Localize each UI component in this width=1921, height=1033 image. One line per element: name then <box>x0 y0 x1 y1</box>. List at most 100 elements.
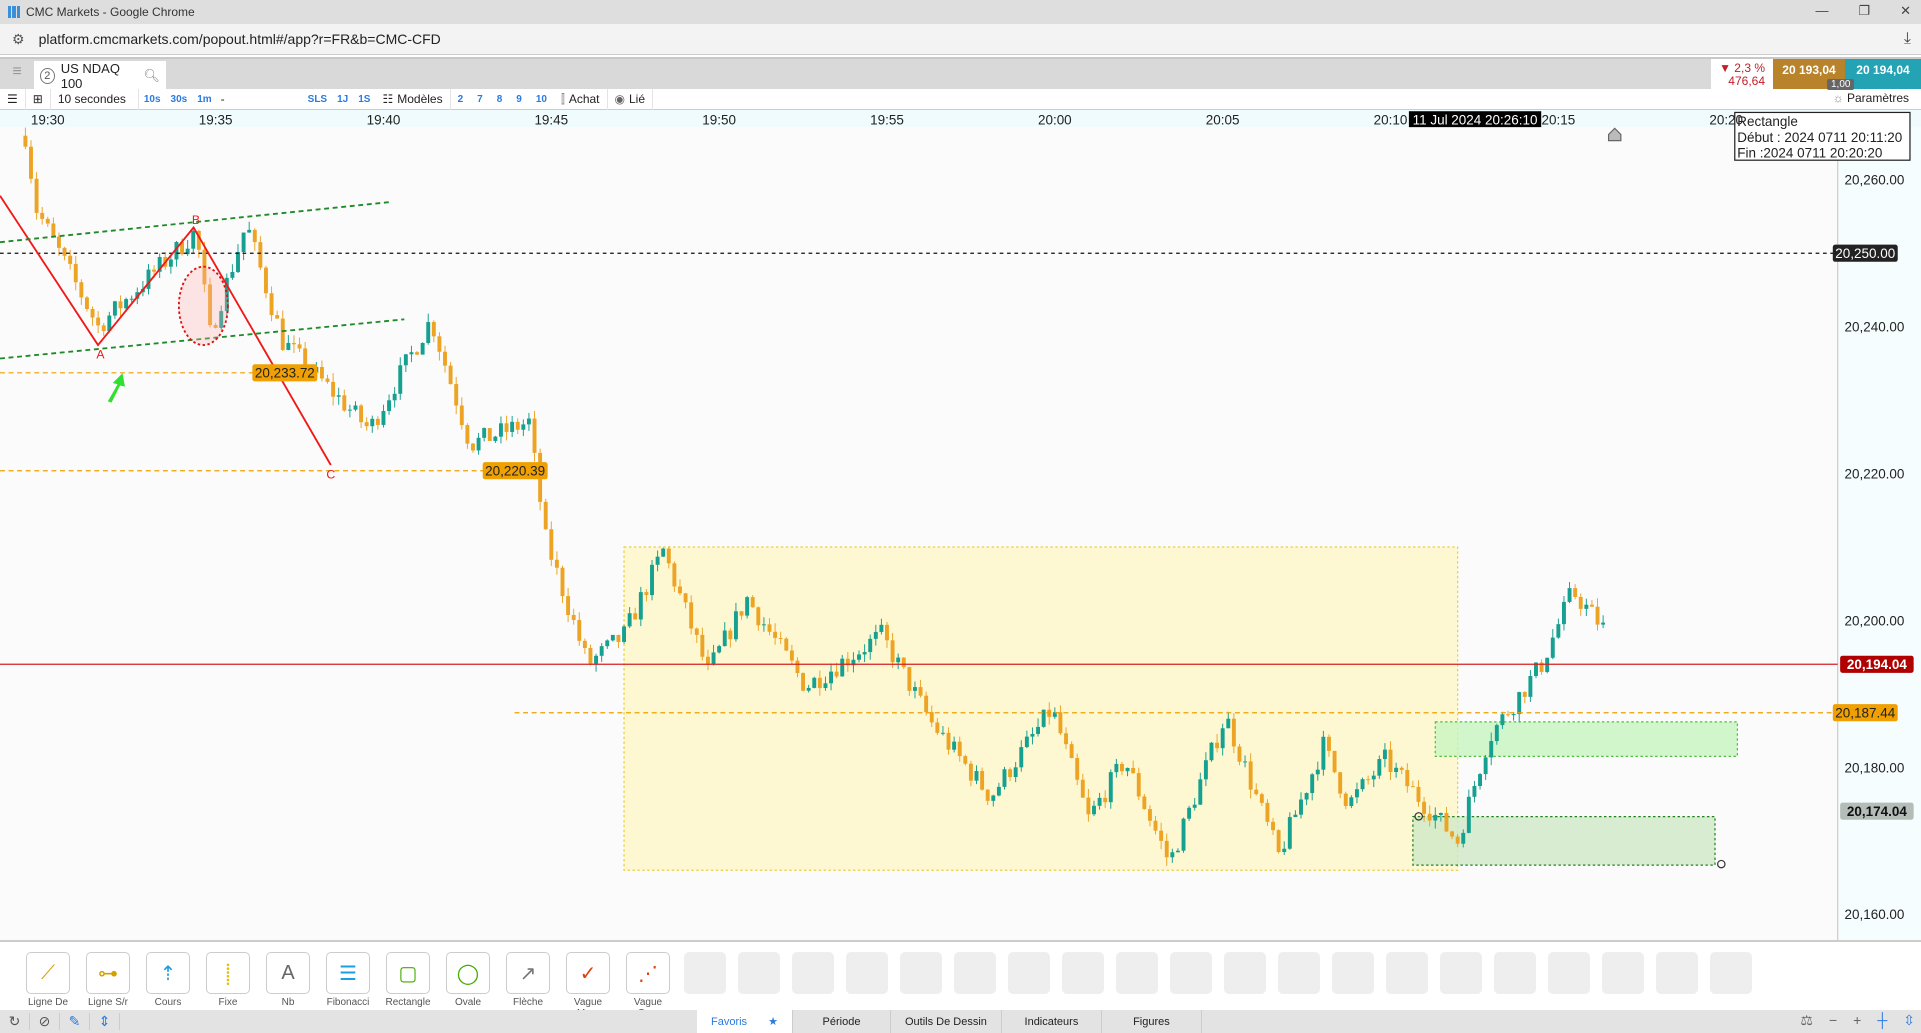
tab-favorites[interactable]: Favoris ★ <box>697 1010 793 1033</box>
empty-tool-slot[interactable] <box>792 952 834 994</box>
sort-icon[interactable]: ⇕ <box>90 1013 120 1030</box>
settings-button[interactable]: ☼ Paramètres <box>1833 91 1909 105</box>
sell-button[interactable]: 20 193,04 1,00 <box>1773 59 1855 91</box>
channel-upper-line[interactable] <box>0 200 393 244</box>
rectangle-handle[interactable] <box>1717 859 1726 869</box>
empty-tool-slot[interactable] <box>738 952 780 994</box>
candle <box>577 619 582 641</box>
tab-drawing-tools[interactable]: Outils De Dessin <box>891 1010 1002 1033</box>
candle <box>1483 757 1488 775</box>
empty-tool-slot[interactable] <box>1440 952 1482 994</box>
minimize-button[interactable]: — <box>1815 3 1829 18</box>
tool-ellipse[interactable]: ◯ Ovale <box>444 942 492 1010</box>
candle <box>795 660 800 674</box>
candle <box>174 241 179 260</box>
empty-tool-slot[interactable] <box>900 952 942 994</box>
candle <box>1159 830 1164 841</box>
empty-tool-slot[interactable] <box>954 952 996 994</box>
range-1s[interactable]: 1S <box>358 93 371 105</box>
tool-trend-line[interactable]: ⟋Ligne De ... <box>24 942 72 1019</box>
tool-horizontal-line[interactable]: ⊶ Ligne S/r <box>84 942 132 1010</box>
search-icon[interactable]: 🔍︎ <box>143 68 160 83</box>
tool-arrow[interactable]: ↗ Flèche <box>504 942 552 1010</box>
tab-indicators[interactable]: Indicateurs <box>1001 1010 1102 1033</box>
preset-9[interactable]: 9 <box>516 93 522 105</box>
instrument-tab[interactable]: 2 US NDAQ 100 🔍︎ <box>34 61 166 91</box>
highlight-ellipse[interactable] <box>177 265 229 346</box>
layout-icon[interactable]: ⊞ <box>26 88 51 110</box>
url-text[interactable]: platform.cmcmarkets.com/popout.html#/app… <box>38 31 441 47</box>
green-arrow-icon[interactable] <box>107 373 125 403</box>
preset-2[interactable]: 2 <box>457 93 464 105</box>
candle <box>247 229 252 233</box>
empty-tool-slot[interactable] <box>1548 952 1590 994</box>
empty-tool-slot[interactable] <box>1494 952 1536 994</box>
fit-icon[interactable]: ⇳ <box>1903 1012 1915 1028</box>
tool-fibonacci[interactable]: ☰ Fibonacci <box>324 942 372 1010</box>
empty-tool-slot[interactable] <box>1008 952 1050 994</box>
restore-button[interactable]: ❐ <box>1858 3 1871 18</box>
time-axis[interactable] <box>0 110 1921 128</box>
clear-icon[interactable]: ⊘ <box>30 1013 60 1030</box>
empty-tool-slot[interactable] <box>1602 952 1644 994</box>
zoom-in-icon[interactable]: + <box>1853 1012 1862 1028</box>
refresh-icon[interactable]: ↻ <box>0 1013 30 1030</box>
tab-period[interactable]: Période <box>793 1010 891 1033</box>
empty-tool-slot[interactable] <box>1386 952 1428 994</box>
preset-7[interactable]: 7 <box>477 93 483 105</box>
rectangle-handle[interactable] <box>1414 812 1423 821</box>
candle <box>29 146 33 179</box>
candle <box>890 640 895 663</box>
empty-tool-slot[interactable] <box>1224 952 1266 994</box>
interval-select[interactable]: 10 secondes <box>51 88 139 110</box>
linked-button[interactable]: ◉ Lié <box>608 88 653 110</box>
empty-tool-slot[interactable] <box>1710 952 1752 994</box>
tool-rectangle[interactable]: ▢ Rectangle <box>384 942 432 1010</box>
tab-figures[interactable]: Figures <box>1101 1010 1202 1033</box>
empty-tool-slot[interactable] <box>1170 952 1212 994</box>
pan-icon[interactable]: ⚖ <box>1800 1012 1813 1028</box>
interval-30s[interactable]: 30s <box>170 93 188 105</box>
tool-label: Nb <box>281 997 295 1008</box>
candle <box>650 564 654 596</box>
empty-tool-slot[interactable] <box>846 952 888 994</box>
address-bar[interactable]: ⚙ platform.cmcmarkets.com/popout.html#/a… <box>0 24 1921 55</box>
tool-vertical-line[interactable]: ⸽ Fixe <box>204 942 252 1010</box>
models-button[interactable]: ☷ Modèles <box>375 88 451 110</box>
abc-zigzag[interactable] <box>0 195 332 466</box>
preset-8[interactable]: 8 <box>496 93 503 105</box>
candle <box>1422 801 1427 814</box>
chart-type-button[interactable]: ⫿ Achat <box>554 88 608 110</box>
range-1j[interactable]: 1J <box>337 93 349 105</box>
empty-tool-slot[interactable] <box>1278 952 1320 994</box>
download-icon[interactable]: ⤓ <box>1903 30 1911 47</box>
menu-icon[interactable]: ≡ <box>12 63 22 80</box>
close-button[interactable]: ✕ <box>1900 3 1911 18</box>
candle <box>1192 804 1197 808</box>
tool-wave[interactable]: ✓Vague Mo... <box>564 942 612 1019</box>
candle <box>275 315 280 319</box>
empty-tool-slot[interactable] <box>1656 952 1698 994</box>
interval-dash[interactable]: - <box>220 92 225 106</box>
range-sls[interactable]: SLS <box>307 93 328 105</box>
pencil-icon[interactable]: ✎ <box>60 1013 90 1030</box>
empty-tool-slot[interactable] <box>1332 952 1374 994</box>
interval-1m[interactable]: 1m <box>197 93 212 105</box>
tool-price-range[interactable]: ⇡ Cours <box>144 942 192 1010</box>
tool-text[interactable]: A Nb <box>264 942 312 1010</box>
site-info-icon[interactable]: ⚙ <box>12 30 25 47</box>
tool-corrective-wave[interactable]: ⋰Vague Co... <box>624 942 672 1019</box>
list-icon[interactable]: ☰ <box>0 88 26 110</box>
preset-10[interactable]: 10 <box>535 93 547 105</box>
empty-tool-slot[interactable] <box>1062 952 1104 994</box>
empty-tool-slot[interactable] <box>684 952 726 994</box>
interval-10s[interactable]: 10s <box>143 93 161 105</box>
candle <box>1013 767 1018 778</box>
empty-tool-slot[interactable] <box>1116 952 1158 994</box>
crosshair-icon[interactable]: ┼ <box>1877 1012 1888 1028</box>
channel-lower-line[interactable] <box>0 318 405 360</box>
buy-button[interactable]: 20 194,04 <box>1845 59 1921 91</box>
scroll-marker-icon[interactable] <box>1607 127 1622 142</box>
zoom-out-icon[interactable]: − <box>1828 1012 1838 1028</box>
